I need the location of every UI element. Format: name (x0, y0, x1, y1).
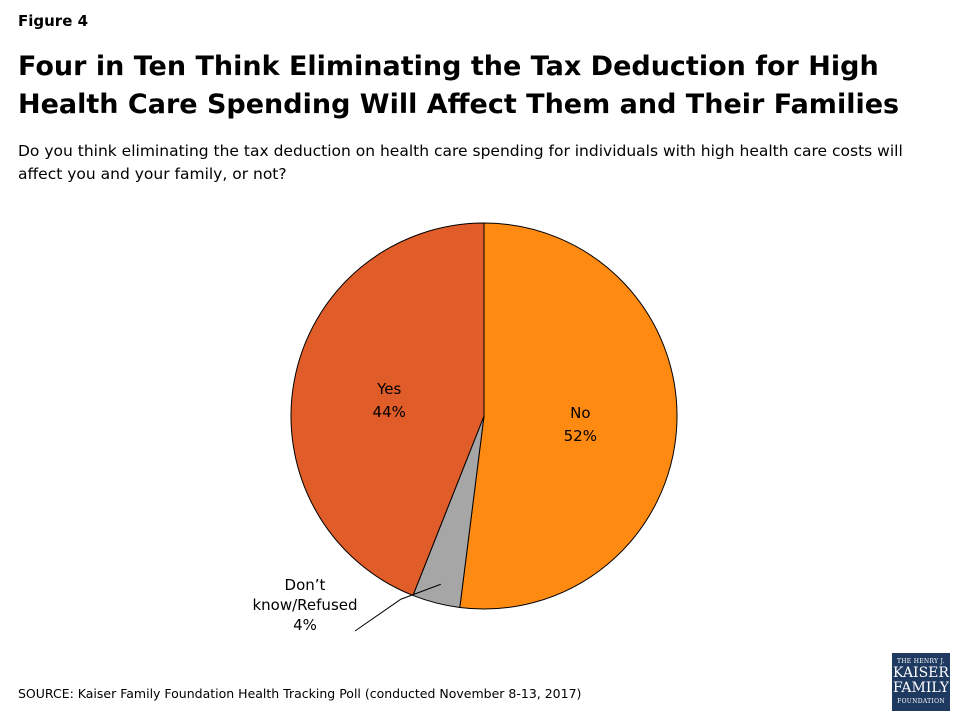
pie-value-don-t-know-refused: 4% (293, 616, 317, 634)
pie-slices (290, 222, 678, 610)
chart-title: Four in Ten Think Eliminating the Tax De… (18, 51, 900, 120)
source-note: SOURCE: Kaiser Family Foundation Health … (18, 686, 582, 701)
pie-label-don-t-know-refused-line-1: Don’t (285, 576, 326, 594)
pie-label-no: No (570, 404, 590, 422)
chart-subtitle: Do you think eliminating the tax deducti… (18, 142, 903, 183)
leader-line-don-t-know-refused (354, 583, 441, 632)
logo-line-3: FAMILY (892, 680, 950, 696)
pie-slice-no (459, 222, 678, 610)
pie-value-yes: 44% (373, 403, 406, 421)
pie-label-yes: Yes (376, 380, 401, 398)
kaiser-family-foundation-logo: THE HENRY J. KAISER FAMILY FOUNDATION (892, 653, 950, 711)
logo-line-1: THE HENRY J. (896, 658, 946, 665)
logo-line-4: FOUNDATION (897, 698, 945, 705)
pie-labels: No 52% Don’t know/Refused 4% Yes 44% (252, 380, 596, 634)
logo-line-2: KAISER (893, 665, 949, 681)
figure-label: Figure 4 (18, 12, 89, 30)
pie-value-no: 52% (564, 427, 597, 445)
pie-label-don-t-know-refused-line-2: know/Refused (252, 596, 357, 614)
pie-slice-yes (290, 222, 485, 597)
